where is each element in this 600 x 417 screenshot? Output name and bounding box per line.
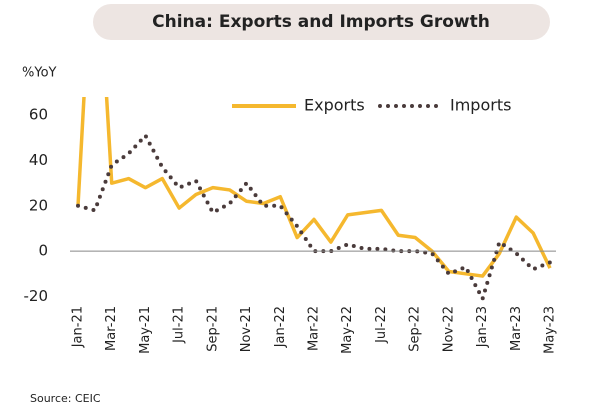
- x-tick-label: May-22: [340, 306, 355, 354]
- x-tick-label: May-23: [543, 306, 558, 354]
- x-tick-label: May-21: [138, 306, 153, 354]
- legend-label: Exports: [304, 96, 365, 115]
- x-tick-label: Nov-22: [441, 306, 456, 352]
- x-tick-label: Jul-22: [374, 306, 389, 344]
- chart-title: China: Exports and Imports Growth: [152, 12, 490, 32]
- y-tick-label: 0: [38, 242, 48, 260]
- title-pill: [93, 4, 550, 40]
- x-tick-label: Sep-22: [408, 306, 423, 352]
- x-tick-label: Jul-21: [172, 306, 187, 344]
- legend-label: Imports: [450, 96, 511, 115]
- source: Source: CEIC: [30, 392, 101, 405]
- y-tick-label: 40: [29, 151, 48, 169]
- x-tick-label: Jan-23: [475, 306, 490, 348]
- y-axis-label: %YoY: [22, 66, 57, 81]
- x-tick-label: Jan-21: [71, 306, 86, 348]
- x-tick-label: Sep-21: [205, 306, 220, 352]
- y-tick-label: 60: [29, 106, 48, 124]
- plot: [76, 97, 552, 301]
- y-tick-label: -20: [24, 287, 49, 305]
- x-tick-label: Mar-22: [307, 306, 322, 351]
- series-line: [76, 97, 552, 278]
- x-tick-label: Mar-21: [104, 306, 119, 351]
- x-tick-label: Mar-23: [509, 306, 524, 351]
- x-tick-label: Jan-22: [273, 306, 288, 348]
- y-tick-label: 20: [29, 196, 48, 214]
- x-tick-label: Nov-21: [239, 306, 254, 352]
